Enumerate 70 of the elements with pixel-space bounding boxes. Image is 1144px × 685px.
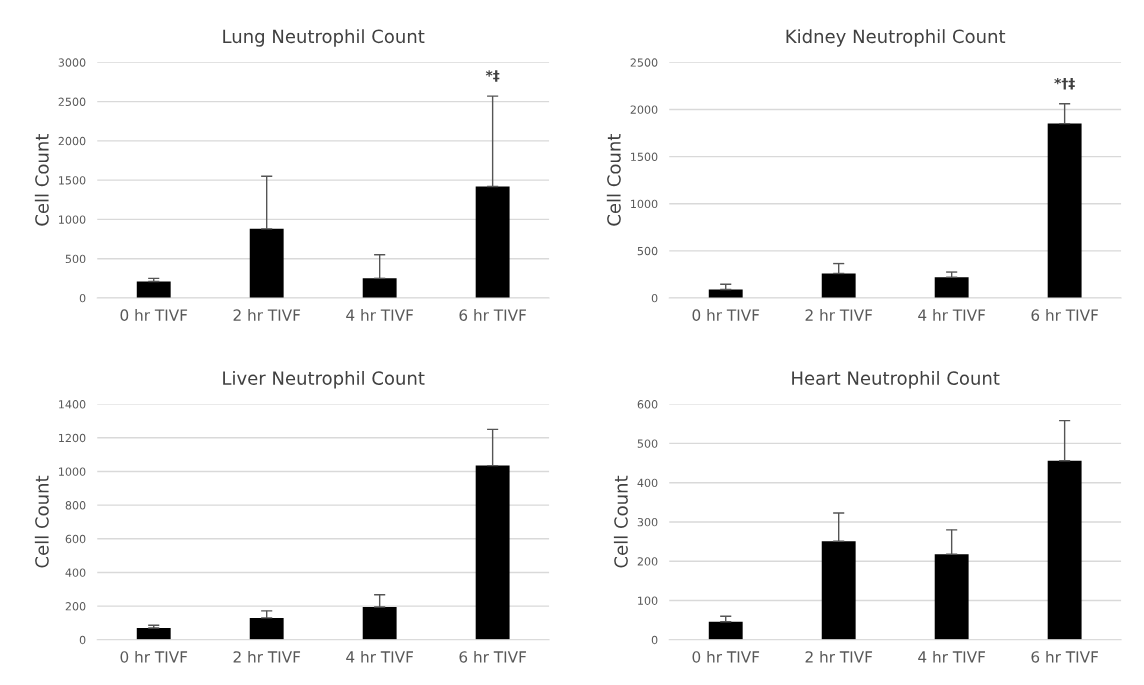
y-tick-label: 1000 [59,467,86,476]
y-tick-label: 0 [79,635,86,645]
x-tick-label: 6 hr TIVF [1031,650,1098,663]
y-axis-title: Cell Count [34,134,49,226]
y-tick-label: 200 [65,602,86,611]
y-tick-label: 1500 [59,176,86,185]
bar [821,273,856,298]
y-tick-label: 200 [637,557,658,566]
y-tick-label: 600 [65,534,86,544]
bar [1047,460,1082,640]
y-tick-label: 800 [65,501,86,510]
y-tick-label: 300 [637,517,658,527]
annotation: *†‡ [1054,77,1075,90]
y-tick-label: 0 [79,293,86,303]
y-tick-label: 100 [638,596,658,605]
bar [821,541,856,640]
chart-title: Liver Neutrophil Count [223,370,425,389]
bar [475,465,510,640]
x-tick-label: 0 hr TIVF [120,650,188,663]
x-tick-label: 4 hr TIVF [346,309,414,321]
x-tick-label: 6 hr TIVF [459,650,526,663]
x-tick-label: 2 hr TIVF [805,309,873,321]
y-tick-label: 3000 [58,58,86,67]
bar [708,621,743,640]
y-tick-label: 1500 [631,152,658,161]
y-tick-label: 600 [637,400,658,409]
y-axis-title: Cell Count [34,475,49,568]
y-tick-label: 500 [65,254,86,264]
y-tick-label: 400 [637,478,658,488]
x-tick-label: 4 hr TIVF [918,650,986,663]
y-tick-label: 2000 [58,136,86,146]
x-tick-label: 6 hr TIVF [459,309,526,321]
y-tick-label: 0 [651,635,658,645]
x-tick-label: 4 hr TIVF [918,309,986,321]
x-tick-label: 0 hr TIVF [692,309,760,321]
chart-title: Heart Neutrophil Count [792,370,1000,389]
y-tick-label: 2500 [58,97,86,106]
bar [249,617,284,640]
x-tick-label: 2 hr TIVF [233,650,301,663]
x-tick-label: 2 hr TIVF [805,650,873,663]
y-tick-label: 1000 [59,215,86,224]
chart-title: Kidney Neutrophil Count [786,29,1006,47]
y-tick-label: 500 [637,246,658,256]
bar [934,277,969,298]
x-tick-label: 2 hr TIVF [233,309,301,321]
y-axis-title: Cell Count [613,475,628,568]
bar [1047,123,1082,298]
bar [708,289,743,298]
y-tick-label: 500 [637,439,658,448]
chart-title: Lung Neutrophil Count [223,29,425,47]
x-tick-label: 4 hr TIVF [346,650,414,663]
bar [362,606,397,640]
bar [934,554,969,640]
y-tick-label: 1400 [59,400,86,409]
y-tick-label: 1000 [631,199,658,209]
x-tick-label: 0 hr TIVF [120,309,188,321]
x-tick-label: 6 hr TIVF [1031,309,1098,321]
bar [136,628,171,640]
x-tick-label: 0 hr TIVF [692,650,760,663]
y-tick-label: 400 [65,568,86,577]
y-tick-label: 2000 [630,105,658,114]
annotation: *‡ [485,70,500,82]
bar [362,278,397,298]
bar [136,281,171,298]
bar [249,228,284,298]
y-tick-label: 1200 [59,433,86,443]
y-axis-title: Cell Count [606,134,621,226]
y-tick-label: 2500 [630,58,658,67]
y-tick-label: 0 [651,293,658,303]
bar [475,186,510,298]
